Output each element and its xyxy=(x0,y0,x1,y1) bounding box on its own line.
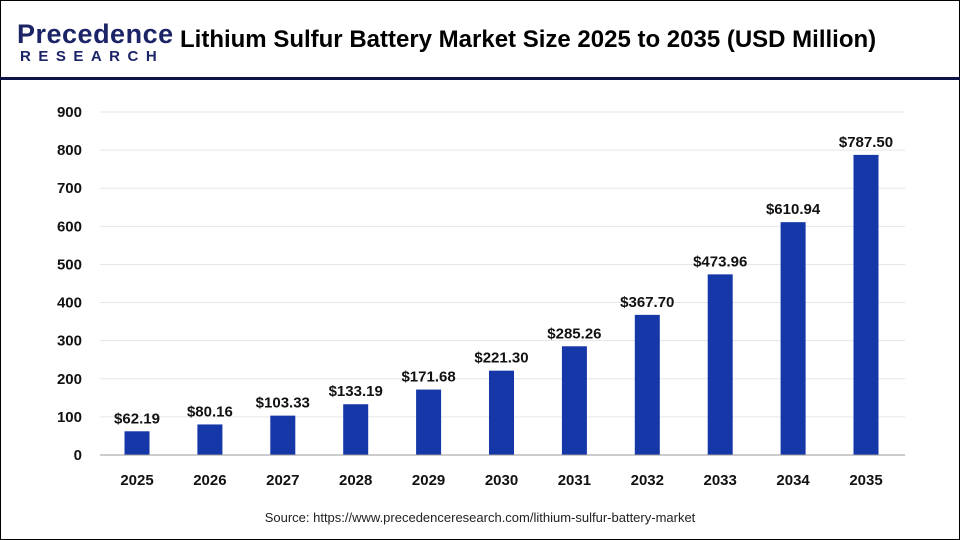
x-tick-label: 2033 xyxy=(704,472,737,489)
x-tick-label: 2030 xyxy=(485,472,518,489)
y-tick-label: 300 xyxy=(57,333,82,350)
logo-line2: RESEARCH xyxy=(20,48,165,65)
y-tick-label: 400 xyxy=(57,295,82,312)
bar-2035 xyxy=(853,154,879,455)
precedence-research-logo: Precedence RESEARCH xyxy=(17,20,174,65)
y-tick-label: 800 xyxy=(57,142,82,159)
bar-2031 xyxy=(561,346,587,455)
x-tick-label: 2032 xyxy=(631,472,664,489)
data-label: $80.16 xyxy=(187,403,233,420)
x-tick-label: 2027 xyxy=(266,472,299,489)
y-tick-label: 500 xyxy=(57,256,82,273)
data-label: $171.68 xyxy=(401,369,455,386)
header: Precedence RESEARCH Lithium Sulfur Batte… xyxy=(0,0,960,80)
bar-2033 xyxy=(707,274,733,455)
y-tick-label: 200 xyxy=(57,371,82,388)
source-text: Source: https://www.precedenceresearch.c… xyxy=(264,510,696,525)
x-tick-label: 2028 xyxy=(339,472,372,489)
bar-2034 xyxy=(780,222,806,455)
x-tick-label: 2035 xyxy=(849,472,882,489)
bar-2028 xyxy=(343,404,369,455)
data-label: $133.19 xyxy=(329,383,383,400)
x-tick-label: 2026 xyxy=(193,472,226,489)
data-label: $367.70 xyxy=(620,294,674,311)
bar-2029 xyxy=(416,389,442,455)
data-label: $103.33 xyxy=(256,395,310,412)
data-label: $285.26 xyxy=(547,325,601,342)
x-tick-label: 2025 xyxy=(120,472,153,489)
chart-title: Lithium Sulfur Battery Market Size 2025 … xyxy=(180,26,877,53)
bar-2026 xyxy=(197,424,223,455)
x-tick-label: 2029 xyxy=(412,472,445,489)
bar-2027 xyxy=(270,415,296,455)
bar-2030 xyxy=(489,370,514,455)
data-label: $221.30 xyxy=(474,350,528,367)
data-label: $610.94 xyxy=(766,201,821,218)
bar-2032 xyxy=(634,314,660,455)
y-tick-label: 100 xyxy=(57,409,82,426)
logo-line1: Precedence xyxy=(17,19,174,49)
y-tick-label: 600 xyxy=(57,218,82,235)
data-label: $62.19 xyxy=(114,410,160,427)
data-label: $787.50 xyxy=(839,134,893,151)
x-tick-label: 2031 xyxy=(558,472,591,489)
x-tick-label: 2034 xyxy=(776,472,810,489)
y-tick-label: 0 xyxy=(74,447,82,464)
y-tick-label: 700 xyxy=(57,180,82,197)
bar-2025 xyxy=(124,431,150,455)
data-label: $473.96 xyxy=(693,253,747,270)
y-tick-label: 900 xyxy=(57,104,82,121)
